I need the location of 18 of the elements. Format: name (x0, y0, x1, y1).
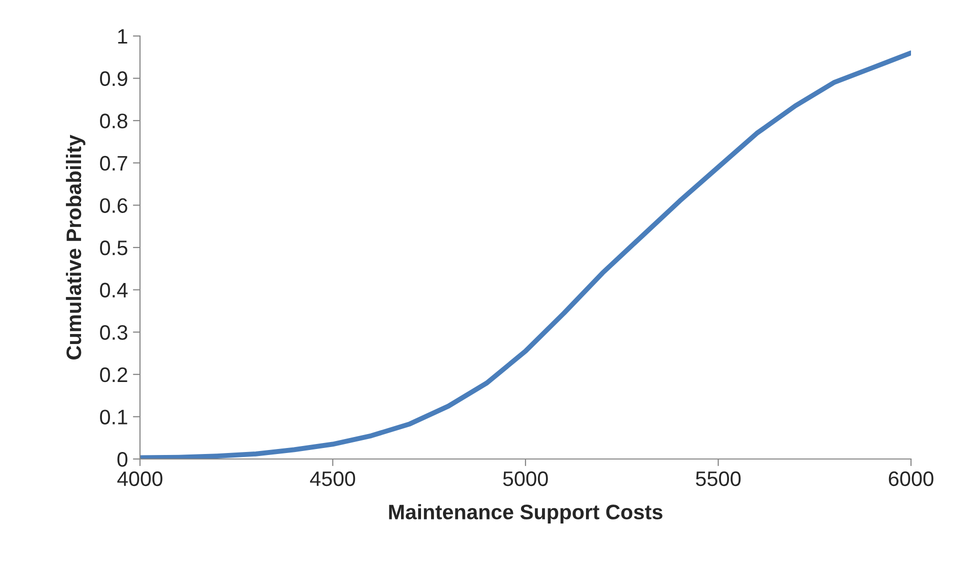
y-axis-title: Cumulative Probability (66, 134, 86, 360)
y-tick-label: 0.4 (100, 282, 128, 298)
y-tick-label: 0.6 (100, 198, 128, 213)
x-tick-label: 5500 (696, 471, 741, 486)
x-tick-label: 4500 (310, 471, 356, 486)
y-tick-label: 0 (117, 452, 128, 467)
x-tick-label: 5000 (503, 471, 548, 486)
y-tick-label: 0.5 (100, 240, 128, 256)
y-tick-label: 0.2 (100, 367, 128, 382)
y-tick-label: 0.7 (100, 156, 128, 171)
y-tick-label: 0.8 (100, 114, 128, 128)
x-axis-title: Maintenance Support Costs (389, 504, 662, 524)
x-tick-label: 6000 (888, 471, 934, 486)
y-tick-label: 0.9 (100, 71, 128, 86)
y-tick-label: 1 (118, 29, 128, 44)
y-tick-label: 0.3 (100, 325, 128, 340)
x-tick-label: 4000 (117, 471, 162, 486)
y-tick-label: 0.1 (100, 410, 128, 424)
